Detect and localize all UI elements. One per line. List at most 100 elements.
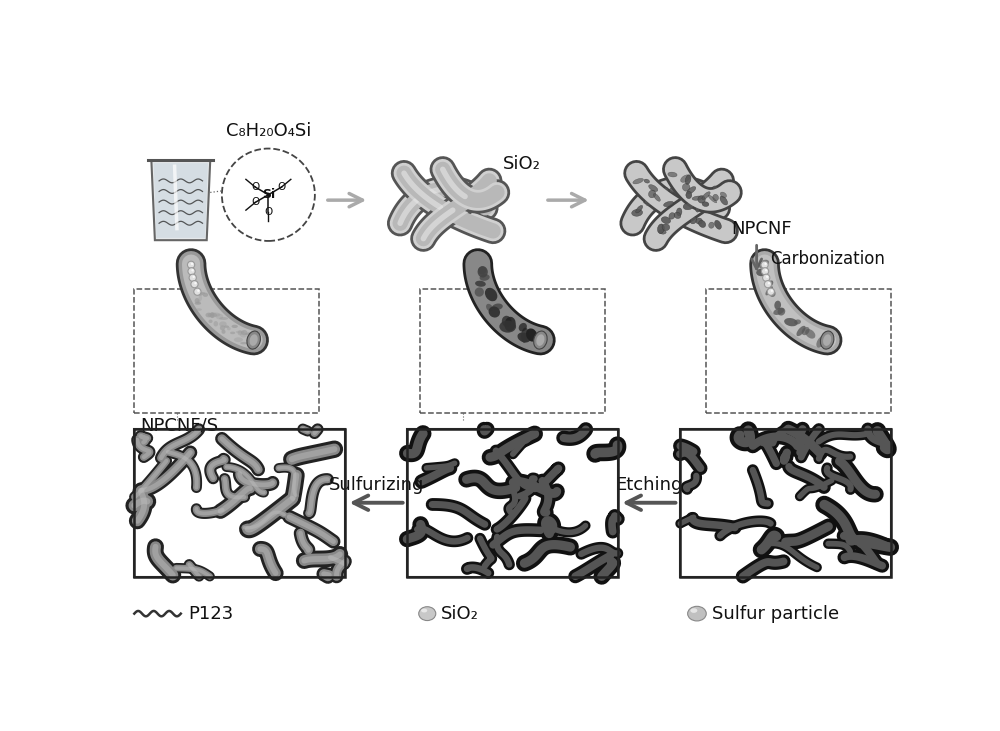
Ellipse shape: [521, 327, 529, 343]
Ellipse shape: [758, 260, 769, 268]
Circle shape: [187, 261, 195, 268]
Ellipse shape: [685, 175, 691, 184]
Ellipse shape: [702, 202, 709, 206]
Ellipse shape: [504, 317, 516, 331]
Ellipse shape: [195, 302, 201, 305]
Circle shape: [191, 281, 198, 288]
Ellipse shape: [669, 213, 675, 219]
Ellipse shape: [707, 189, 715, 197]
Text: Sulfurizing: Sulfurizing: [328, 475, 424, 493]
Ellipse shape: [697, 195, 709, 202]
Ellipse shape: [644, 195, 652, 206]
Ellipse shape: [489, 306, 500, 317]
Circle shape: [765, 269, 767, 271]
Ellipse shape: [708, 195, 717, 203]
Ellipse shape: [681, 175, 690, 182]
Ellipse shape: [668, 172, 677, 177]
Circle shape: [763, 274, 770, 281]
Text: C₈H₂₀O₄Si: C₈H₂₀O₄Si: [226, 122, 311, 140]
Ellipse shape: [534, 331, 547, 349]
Ellipse shape: [486, 304, 493, 311]
Circle shape: [761, 268, 769, 275]
Ellipse shape: [720, 196, 728, 205]
Ellipse shape: [250, 334, 258, 346]
Circle shape: [764, 281, 772, 288]
Ellipse shape: [478, 266, 488, 278]
Bar: [706, 289, 891, 414]
Text: O: O: [264, 207, 272, 216]
Polygon shape: [154, 163, 208, 238]
Ellipse shape: [707, 190, 713, 197]
Ellipse shape: [632, 209, 643, 216]
Ellipse shape: [664, 201, 674, 207]
Ellipse shape: [690, 217, 697, 224]
Ellipse shape: [720, 192, 727, 197]
Ellipse shape: [241, 330, 247, 336]
Ellipse shape: [683, 202, 694, 210]
Bar: [134, 429, 345, 577]
Ellipse shape: [678, 205, 684, 212]
Ellipse shape: [492, 303, 503, 310]
Ellipse shape: [203, 292, 208, 297]
Ellipse shape: [805, 329, 815, 338]
Ellipse shape: [784, 318, 798, 326]
Ellipse shape: [687, 186, 696, 194]
Ellipse shape: [519, 323, 527, 332]
Ellipse shape: [644, 179, 650, 183]
Ellipse shape: [211, 313, 220, 317]
Ellipse shape: [196, 308, 202, 311]
Ellipse shape: [816, 336, 825, 348]
Ellipse shape: [502, 316, 512, 327]
Ellipse shape: [208, 313, 217, 317]
Ellipse shape: [796, 326, 806, 336]
Ellipse shape: [695, 202, 700, 212]
Ellipse shape: [692, 196, 703, 200]
Ellipse shape: [767, 281, 773, 287]
Ellipse shape: [197, 300, 201, 304]
Ellipse shape: [802, 327, 810, 336]
Ellipse shape: [661, 189, 667, 194]
Ellipse shape: [689, 190, 698, 198]
Ellipse shape: [713, 186, 718, 190]
Text: O: O: [277, 182, 286, 192]
Ellipse shape: [205, 313, 212, 317]
Bar: [420, 289, 605, 414]
Circle shape: [188, 268, 195, 275]
Ellipse shape: [636, 205, 643, 213]
Ellipse shape: [219, 317, 228, 320]
Ellipse shape: [664, 187, 669, 194]
Text: Sulfur particle: Sulfur particle: [712, 605, 840, 623]
Ellipse shape: [475, 281, 486, 287]
Circle shape: [194, 288, 201, 295]
Ellipse shape: [756, 268, 767, 276]
Text: NPCNF: NPCNF: [731, 219, 792, 238]
Circle shape: [222, 148, 315, 241]
Ellipse shape: [672, 206, 678, 212]
Ellipse shape: [698, 196, 705, 203]
Ellipse shape: [769, 289, 776, 297]
Ellipse shape: [715, 220, 721, 230]
Ellipse shape: [670, 187, 676, 193]
Text: SiO₂: SiO₂: [441, 605, 479, 623]
Text: Etching: Etching: [615, 475, 683, 493]
Ellipse shape: [706, 197, 712, 203]
Bar: [680, 429, 891, 577]
Ellipse shape: [216, 314, 223, 319]
Ellipse shape: [644, 199, 653, 203]
Ellipse shape: [234, 337, 243, 342]
Ellipse shape: [820, 331, 834, 349]
Ellipse shape: [227, 327, 231, 330]
Ellipse shape: [536, 334, 544, 346]
Ellipse shape: [713, 194, 719, 201]
Ellipse shape: [765, 287, 773, 295]
Ellipse shape: [699, 220, 706, 227]
Bar: [134, 289, 319, 414]
Ellipse shape: [478, 266, 486, 274]
Ellipse shape: [195, 298, 200, 303]
Ellipse shape: [230, 332, 235, 334]
Ellipse shape: [702, 192, 710, 200]
Circle shape: [767, 288, 775, 295]
Text: P123: P123: [189, 605, 234, 623]
Circle shape: [761, 261, 768, 268]
Text: SiO₂: SiO₂: [503, 155, 541, 173]
